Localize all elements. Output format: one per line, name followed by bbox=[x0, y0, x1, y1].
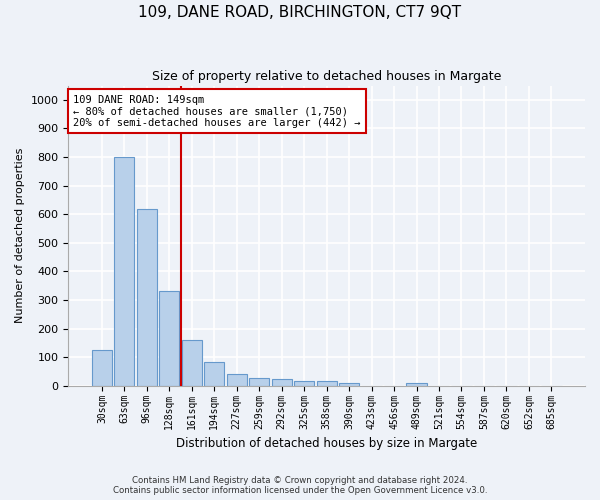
Bar bbox=[137, 208, 157, 386]
Bar bbox=[294, 380, 314, 386]
Bar bbox=[204, 362, 224, 386]
Bar bbox=[317, 382, 337, 386]
Title: Size of property relative to detached houses in Margate: Size of property relative to detached ho… bbox=[152, 70, 502, 83]
Y-axis label: Number of detached properties: Number of detached properties bbox=[15, 148, 25, 324]
Bar bbox=[272, 378, 292, 386]
Bar bbox=[227, 374, 247, 386]
Bar bbox=[406, 383, 427, 386]
Text: 109 DANE ROAD: 149sqm
← 80% of detached houses are smaller (1,750)
20% of semi-d: 109 DANE ROAD: 149sqm ← 80% of detached … bbox=[73, 94, 361, 128]
Text: 109, DANE ROAD, BIRCHINGTON, CT7 9QT: 109, DANE ROAD, BIRCHINGTON, CT7 9QT bbox=[139, 5, 461, 20]
Bar bbox=[339, 384, 359, 386]
Bar bbox=[159, 292, 179, 386]
Bar bbox=[114, 157, 134, 386]
X-axis label: Distribution of detached houses by size in Margate: Distribution of detached houses by size … bbox=[176, 437, 477, 450]
Bar bbox=[249, 378, 269, 386]
Bar bbox=[92, 350, 112, 386]
Bar bbox=[182, 340, 202, 386]
Text: Contains HM Land Registry data © Crown copyright and database right 2024.
Contai: Contains HM Land Registry data © Crown c… bbox=[113, 476, 487, 495]
